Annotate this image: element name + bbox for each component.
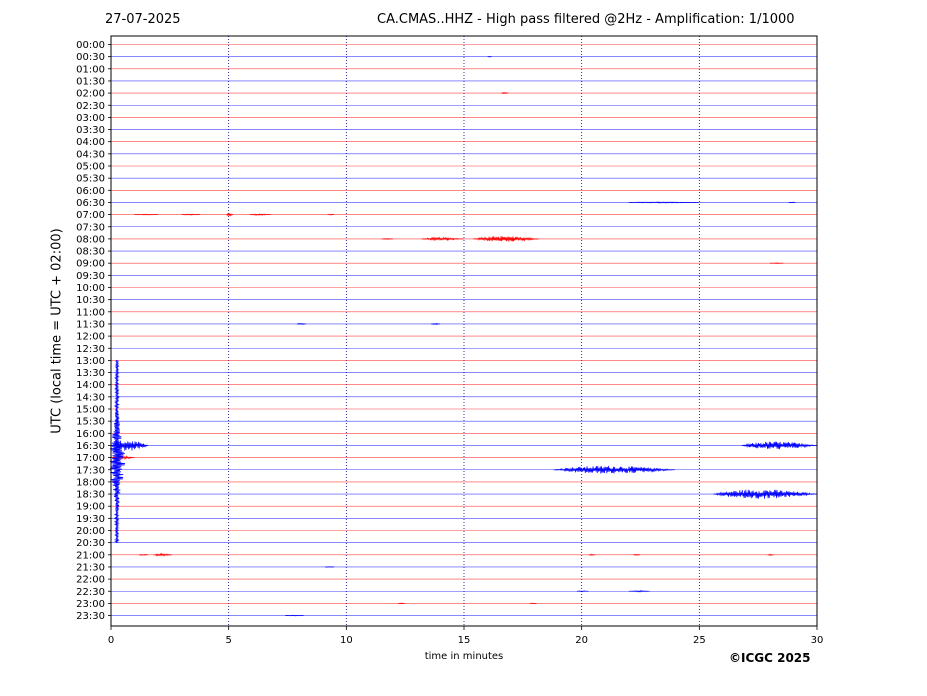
y-tick-label: 14:00 [76,380,105,391]
seismic-event-trace [226,212,234,217]
x-tick-label: 10 [340,635,353,646]
y-tick-label: 20:00 [76,526,105,537]
seismic-event-trace [325,566,335,568]
y-tick-label: 01:30 [76,76,105,87]
seismic-event-trace [788,201,796,204]
y-tick-label: 02:00 [76,89,105,100]
y-tick-label: 05:30 [76,174,105,185]
copyright-notice: ©ICGC 2025 [729,651,811,665]
seismic-event-trace [473,236,539,242]
teleseism-trace [109,360,125,544]
y-tick-label: 13:00 [76,356,105,367]
y-tick-label: 06:30 [76,198,105,209]
y-tick-label: 21:00 [76,550,105,561]
y-tick-label: 11:30 [76,319,105,330]
y-tick-label: 10:30 [76,295,105,306]
x-tick-label: 25 [693,635,706,646]
seismic-event-trace [741,441,817,450]
x-tick-label: 15 [458,635,471,646]
y-tick-label: 00:00 [76,40,105,51]
seismic-event-trace [153,552,172,557]
x-tick-label: 0 [108,635,114,646]
y-tick-label: 23:30 [76,611,105,622]
y-tick-label: 18:30 [76,490,105,501]
y-tick-label: 13:30 [76,368,105,379]
seismic-event-trace [110,455,135,461]
x-tick-label: 5 [225,635,231,646]
y-tick-label: 07:00 [76,210,105,221]
seismic-event-trace [553,465,676,474]
seismic-event-trace [767,553,775,556]
x-tick-label: 20 [575,635,588,646]
y-tick-label: 07:30 [76,222,105,233]
y-tick-label: 22:00 [76,575,105,586]
y-tick-label: 16:30 [76,441,105,452]
y-tick-label: 14:30 [76,392,105,403]
y-tick-label: 15:00 [76,405,105,416]
plot-date: 27-07-2025 [105,12,181,27]
y-tick-label: 17:30 [76,465,105,476]
seismic-event-trace [501,91,509,95]
y-tick-label: 04:30 [76,149,105,160]
seismic-event-trace [588,553,596,556]
y-tick-label: 12:30 [76,344,105,355]
y-tick-label: 08:30 [76,247,105,258]
seismic-event-trace [398,602,405,605]
y-tick-label: 06:00 [76,186,105,197]
seismic-event-trace [628,201,699,204]
y-tick-label: 09:30 [76,271,105,282]
seismic-event-trace [134,213,158,216]
y-tick-label: 03:30 [76,125,105,136]
y-tick-label: 05:00 [76,162,105,173]
seismic-event-trace [576,590,589,593]
seismic-event-trace [139,553,149,556]
seismic-event-trace [487,55,492,58]
y-tick-label: 04:00 [76,137,105,148]
seismic-event-trace [181,213,201,216]
y-tick-label: 19:30 [76,514,105,525]
y-tick-label: 18:00 [76,477,105,488]
y-tick-label: 17:00 [76,453,105,464]
seismic-event-trace [628,589,650,593]
y-tick-label: 08:00 [76,234,105,245]
seismic-event-trace [633,553,641,556]
y-tick-label: 11:00 [76,307,105,318]
x-axis-label: time in minutes [424,651,504,662]
y-tick-label: 21:30 [76,562,105,573]
y-tick-label: 22:30 [76,587,105,598]
y-tick-label: 19:00 [76,502,105,513]
seismic-event-trace [327,213,335,216]
y-tick-label: 12:00 [76,332,105,343]
seismic-event-trace [430,322,441,326]
y-tick-label: 15:30 [76,417,105,428]
seismic-event-trace [249,213,271,216]
seismic-event-trace [769,262,784,265]
y-tick-label: 20:30 [76,538,105,549]
y-tick-label: 16:00 [76,429,105,440]
seismic-event-trace [296,322,306,325]
y-tick-label: 09:00 [76,259,105,270]
seismic-event-trace [285,614,304,617]
y-tick-label: 10:00 [76,283,105,294]
plot-title: CA.CMAS..HHZ - High pass filtered @2Hz -… [377,12,795,27]
y-tick-label: 01:00 [76,64,105,75]
seismic-event-trace [421,236,464,242]
seismic-event-trace [381,237,394,240]
x-tick-label: 30 [811,635,824,646]
y-tick-label: 23:00 [76,599,105,610]
y-tick-label: 00:30 [76,52,105,63]
seismic-event-trace [713,489,817,499]
y-tick-label: 03:00 [76,113,105,124]
y-tick-label: 02:30 [76,101,105,112]
